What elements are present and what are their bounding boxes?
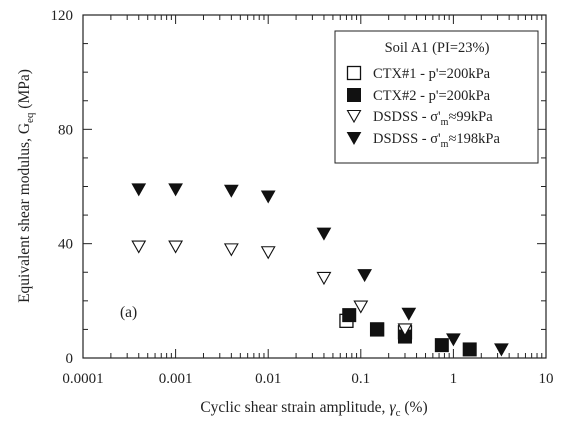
y-axis-title: Equivalent shear modulus, Geq (MPa) bbox=[16, 69, 36, 303]
data-point-triangle-down-filled bbox=[401, 307, 417, 321]
x-tick-label: 1 bbox=[450, 371, 458, 387]
panel-label: (a) bbox=[120, 304, 137, 321]
data-point-square-filled bbox=[462, 342, 477, 357]
legend-marker-triangle-down-filled bbox=[346, 132, 362, 146]
legend-marker-square-filled bbox=[347, 88, 361, 102]
tick-labels: 0.0001 0.001 0.01 0.1 1 10 0 40 80 120 bbox=[51, 8, 554, 387]
data-point-triangle-down-filled bbox=[357, 269, 372, 283]
legend-marker-triangle-down-open bbox=[346, 109, 362, 124]
data-points bbox=[131, 183, 509, 357]
data-point-triangle-down-filled bbox=[260, 190, 276, 204]
data-point-triangle-down-filled bbox=[168, 183, 183, 197]
data-point-triangle-down-open bbox=[223, 243, 239, 257]
x-tick-label: 0.001 bbox=[159, 371, 193, 387]
x-tick-label: 10 bbox=[539, 371, 554, 387]
legend-label-dsdss-99: DSDSS - σ'm≈99kPa bbox=[373, 109, 493, 128]
data-point-triangle-down-open bbox=[131, 240, 147, 254]
data-point-triangle-down-open bbox=[353, 300, 369, 314]
legend-label-ctx1: CTX#1 - p'=200kPa bbox=[373, 66, 491, 82]
x-axis-title: Cyclic shear strain amplitude, γc (%) bbox=[200, 399, 427, 419]
y-tick-label: 120 bbox=[51, 8, 74, 24]
data-point-triangle-down-filled bbox=[223, 184, 239, 198]
data-point-triangle-down-open bbox=[260, 246, 276, 260]
data-point-triangle-down-filled bbox=[494, 343, 509, 357]
legend-markers bbox=[346, 65, 362, 146]
data-point-triangle-down-open bbox=[316, 271, 332, 286]
x-tick-label: 0.01 bbox=[255, 371, 281, 387]
data-point-square-filled bbox=[342, 308, 357, 323]
data-point-triangle-down-filled bbox=[446, 333, 461, 347]
y-tick-label: 40 bbox=[58, 237, 73, 253]
x-tick-label: 0.1 bbox=[351, 371, 370, 387]
data-point-square-filled bbox=[434, 338, 449, 353]
legend-label-dsdss-198: DSDSS - σ'm≈198kPa bbox=[373, 131, 500, 150]
data-point-triangle-down-open bbox=[168, 240, 184, 254]
y-tick-label: 0 bbox=[66, 351, 74, 367]
axis-ticks bbox=[82, 14, 547, 359]
legend: Soil A1 (PI=23%) CTX#1 - p'=200kPa CTX#2… bbox=[334, 30, 539, 164]
legend-label-ctx2: CTX#2 - p'=200kPa bbox=[373, 88, 491, 104]
x-tick-label: 0.0001 bbox=[62, 371, 103, 387]
legend-box bbox=[334, 30, 539, 164]
legend-marker-square-open bbox=[346, 65, 362, 81]
data-point-triangle-down-filled bbox=[316, 227, 332, 241]
data-point-square-filled bbox=[370, 322, 385, 337]
legend-title: Soil A1 (PI=23%) bbox=[385, 40, 490, 56]
y-tick-label: 80 bbox=[58, 122, 73, 138]
data-point-triangle-down-open bbox=[397, 323, 413, 337]
data-point-triangle-down-filled bbox=[131, 183, 147, 197]
